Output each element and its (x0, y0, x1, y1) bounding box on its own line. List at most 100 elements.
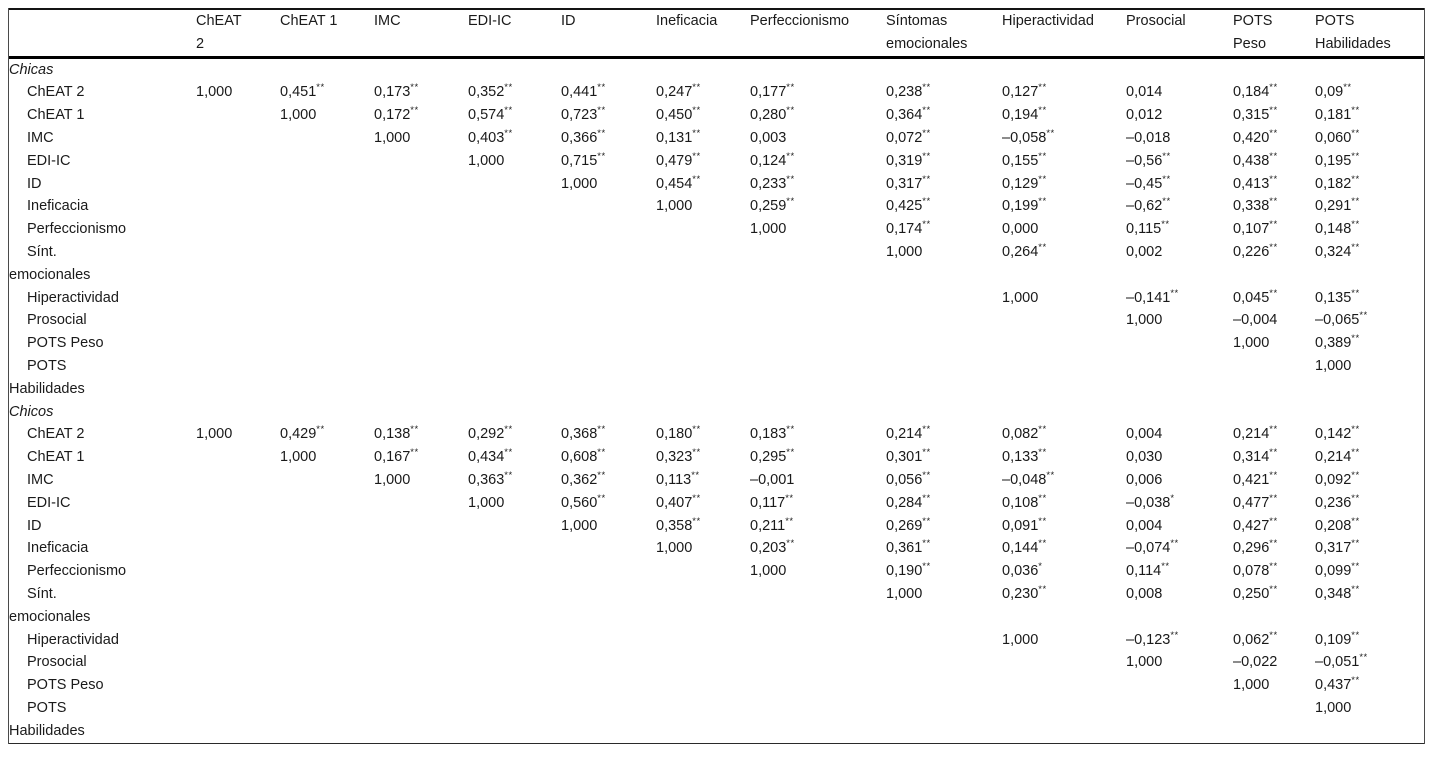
empty-cell (1002, 674, 1126, 697)
empty-cell (561, 629, 656, 652)
row-label: ID (27, 517, 42, 534)
significance-asterisks: ** (785, 492, 794, 504)
empty-cell (750, 696, 886, 744)
empty-cell (280, 560, 374, 583)
row-label: Sínt. emocionales (9, 243, 91, 283)
correlation-value: 0,002 (1126, 243, 1163, 260)
correlation-value: 0,190** (886, 560, 1002, 583)
empty-cell (561, 674, 656, 697)
correlation-value: 0,479** (656, 150, 750, 173)
correlation-number: 0,233 (750, 175, 787, 192)
empty-cell (561, 241, 656, 287)
correlation-number: 0,425 (886, 198, 923, 215)
correlation-number: 0,167 (374, 449, 411, 466)
significance-asterisks: ** (1269, 150, 1278, 162)
empty-cell (374, 309, 468, 332)
correlation-value: 0,004 (1126, 517, 1163, 534)
correlation-number: 0,107 (1233, 221, 1270, 238)
significance-asterisks: ** (1351, 333, 1360, 345)
empty-cell (561, 560, 656, 583)
correlation-number: 0,284 (886, 494, 923, 511)
empty-cell (1002, 355, 1126, 401)
row-label: Prosocial (27, 654, 87, 671)
empty-cell (468, 629, 561, 652)
empty-cell (656, 332, 750, 355)
correlation-number: 0,366 (561, 129, 598, 146)
empty-cell (656, 218, 750, 241)
correlation-value: 0,172** (374, 104, 468, 127)
significance-asterisks: ** (1269, 538, 1278, 550)
significance-asterisks: ** (1170, 538, 1179, 550)
correlation-value: –0,001 (750, 471, 795, 488)
significance-asterisks: ** (692, 424, 701, 436)
correlation-number: 0,574 (468, 107, 505, 124)
correlation-value: 0,361** (886, 537, 1002, 560)
row-label: ChEAT 2 (27, 84, 85, 101)
column-header: ID (561, 7, 656, 59)
column-header: EDI-IC (468, 7, 561, 59)
correlation-number: 0,092 (1315, 471, 1352, 488)
correlation-number: 0,182 (1315, 175, 1352, 192)
table-row: EDI-IC 1,000 0,715** 0,479** 0,124** 0,319** 0… (9, 150, 1424, 173)
empty-cell (1126, 696, 1233, 744)
correlation-value: 1,000 (468, 494, 505, 511)
empty-cell (196, 469, 280, 492)
correlation-number: 0,230 (1002, 585, 1039, 602)
table-row: Sínt. emocionales 1,000 0,230** 0,008 0,250*… (9, 583, 1424, 629)
significance-asterisks: ** (1359, 310, 1368, 322)
correlation-value: 1,000 (374, 471, 411, 488)
correlation-value: 0,199** (1002, 195, 1126, 218)
correlation-number: –0,051 (1315, 654, 1360, 671)
significance-asterisks: ** (1038, 82, 1047, 94)
correlation-number: 0,211 (750, 517, 786, 534)
empty-cell (656, 583, 750, 629)
significance-asterisks: ** (1351, 583, 1360, 595)
empty-cell (374, 560, 468, 583)
correlation-value: 0,174** (886, 218, 1002, 241)
table-row: ID 1,000 0,358** 0,211** 0,269** 0,091** 0,004… (9, 515, 1424, 538)
correlation-number: 0,190 (886, 563, 923, 580)
empty-cell (1126, 674, 1233, 697)
correlation-number: 0,413 (1233, 175, 1270, 192)
significance-asterisks: ** (1269, 515, 1278, 527)
correlation-number: 0,269 (886, 517, 923, 534)
empty-cell (196, 127, 280, 150)
correlation-value: 0,441** (561, 81, 656, 104)
correlation-value: 1,000 (1233, 677, 1270, 694)
correlation-number: 0,407 (656, 494, 693, 511)
correlation-value: 0,314** (1233, 446, 1315, 469)
header-row: ChEAT 2 ChEAT 1 IMC EDI-IC ID Ineficacia Perfe… (9, 7, 1424, 59)
correlation-value: 0,427** (1233, 515, 1315, 538)
column-header: Ineficacia (656, 7, 750, 59)
correlation-value: 0,247** (656, 81, 750, 104)
correlation-number: 0,183 (750, 426, 787, 443)
table-row: EDI-IC 1,000 0,560** 0,407** 0,117** 0,284** 0… (9, 492, 1424, 515)
table-row: IMC 1,000 0,363** 0,362** 0,113** –0,001 0,056… (9, 469, 1424, 492)
correlation-value: 0,155** (1002, 150, 1126, 173)
row-label: IMC (27, 129, 54, 146)
correlation-value: 1,000 (280, 449, 317, 466)
correlation-number: 0,214 (1315, 449, 1352, 466)
significance-asterisks: ** (1170, 287, 1179, 299)
correlation-number: 0,194 (1002, 107, 1039, 124)
correlation-value: –0,074** (1126, 537, 1233, 560)
table-body: Chicas ChEAT 2 1,000 0,451** 0,173** 0,352** 0… (9, 57, 1424, 744)
significance-asterisks: ** (504, 127, 513, 139)
correlation-value: 0,323** (656, 446, 750, 469)
correlation-number: 0,429 (280, 426, 317, 443)
correlation-number: 0,434 (468, 449, 505, 466)
row-label: Ineficacia (27, 540, 89, 557)
correlation-number: 0,389 (1315, 335, 1352, 352)
empty-cell (374, 218, 468, 241)
correlation-value: 0,723** (561, 104, 656, 127)
table-row: ID 1,000 0,454** 0,233** 0,317** 0,129** –0,45… (9, 173, 1424, 196)
correlation-value: 0,181** (1315, 104, 1424, 127)
empty-cell (561, 287, 656, 310)
correlation-number: 0,259 (750, 198, 787, 215)
column-header: IMC (374, 7, 468, 59)
correlation-value: 0,259** (750, 195, 886, 218)
row-label: ChEAT 2 (27, 426, 85, 443)
correlation-value: 0,434** (468, 446, 561, 469)
table-row: POTS Habilidades 1,000 (9, 355, 1424, 401)
empty-cell (1233, 355, 1315, 401)
